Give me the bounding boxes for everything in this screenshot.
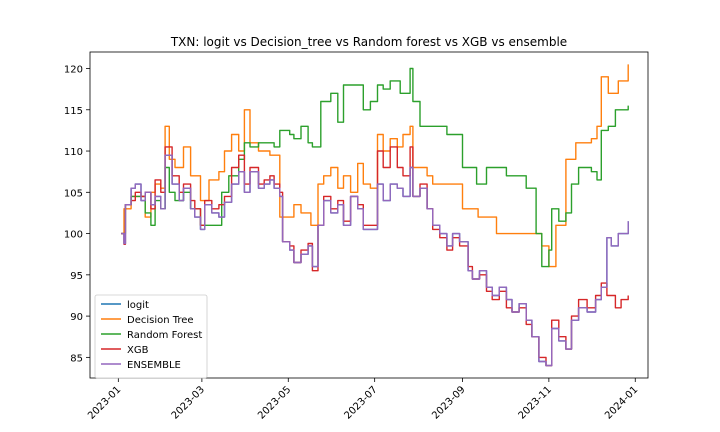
y-tick-label: 90 xyxy=(70,312,83,323)
legend-box xyxy=(94,294,208,379)
y-tick-label: 100 xyxy=(64,230,83,241)
legend-label: Decision Tree xyxy=(127,315,194,326)
y-tick-label: 120 xyxy=(64,65,83,76)
series-layer xyxy=(121,64,629,367)
y-tick-label: 110 xyxy=(64,147,83,158)
y-tick-label: 115 xyxy=(64,106,83,117)
legend-label: ENSEMBLE xyxy=(127,360,181,371)
legend: logit Decision Tree Random Forest XGB ENSEMB… xyxy=(94,294,208,379)
y-axis: 85 90 95 100 105 110 115 120 xyxy=(64,65,90,364)
y-tick-label: 105 xyxy=(64,188,83,199)
legend-label: XGB xyxy=(127,345,149,356)
y-tick-label: 85 xyxy=(70,353,83,364)
legend-label: logit xyxy=(127,300,149,311)
series-line-ensemble xyxy=(121,154,629,367)
y-tick-label: 95 xyxy=(70,271,83,282)
legend-label: Random Forest xyxy=(127,330,202,341)
axes-frame xyxy=(89,51,649,379)
chart-title: TXN: logit vs Decision_tree vs Random fo… xyxy=(170,35,567,49)
